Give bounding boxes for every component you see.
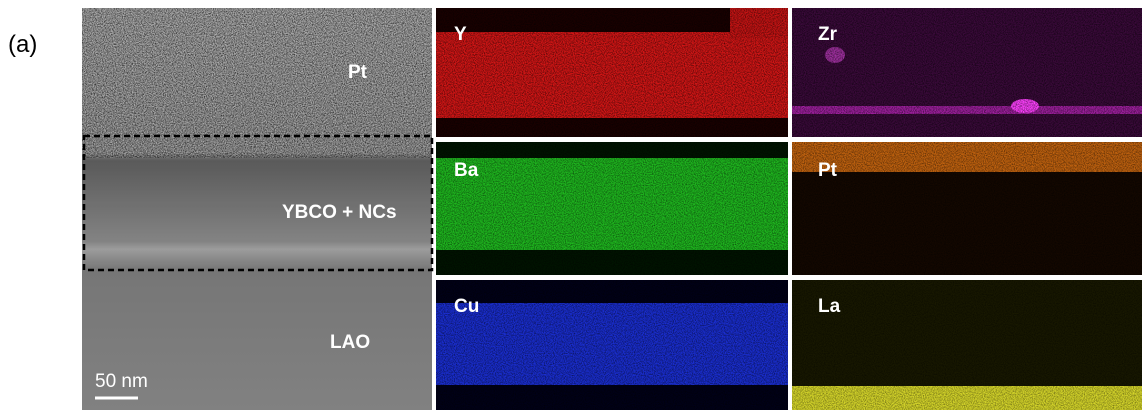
map-label: La (818, 296, 841, 317)
map-label: Y (454, 24, 467, 45)
eds-ba (436, 142, 788, 275)
figure: (a) Pt YBCO + NCs LAO 50 nm (0, 0, 1146, 414)
scale-bar-label: 50 nm (95, 371, 148, 392)
eds-zr (792, 8, 1142, 137)
eds-la (792, 280, 1142, 410)
eds-y (436, 8, 788, 137)
layer-label: LAO (330, 332, 370, 353)
eds-pt (792, 142, 1142, 275)
layer-label: YBCO + NCs (282, 202, 397, 223)
map-label: Ba (454, 160, 479, 181)
map-label: Zr (818, 24, 838, 45)
layer-label: Pt (348, 62, 368, 83)
map-label: Pt (818, 160, 838, 181)
eds-cu (436, 280, 788, 410)
tem-image: Pt YBCO + NCs LAO 50 nm (82, 8, 432, 410)
map-label: Cu (454, 296, 479, 317)
panel-label: (a) (8, 31, 37, 58)
